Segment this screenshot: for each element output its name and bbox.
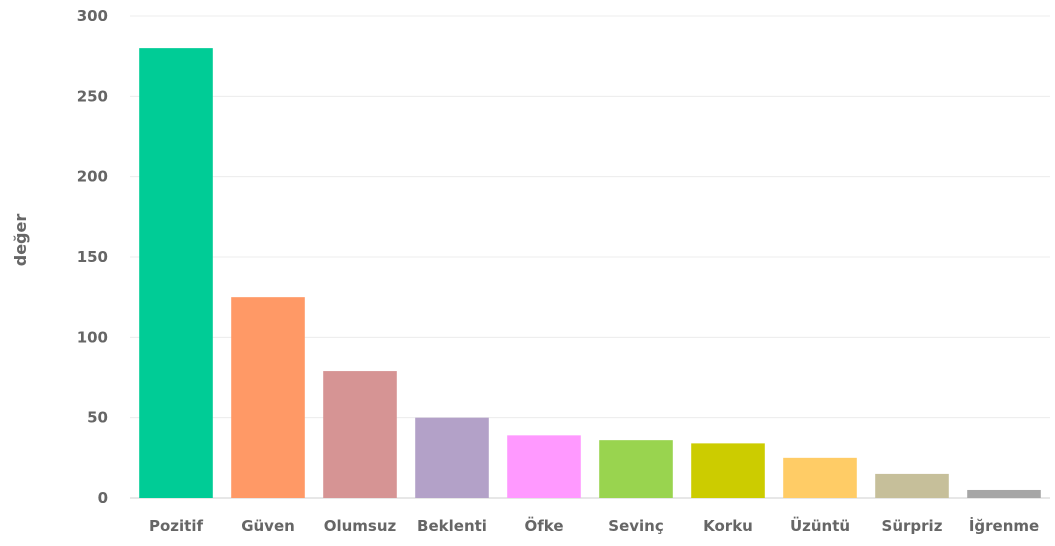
x-tick-label: Öfke — [524, 516, 563, 535]
x-axis-ticks: Pozitif Güven Olumsuz Beklenti Öfke Sevinç Kor… — [149, 516, 1039, 535]
x-tick-label: Sürpriz — [882, 517, 943, 535]
y-axis-label: değer — [11, 214, 30, 267]
bar-9 — [967, 489, 1041, 498]
y-tick-label: 0 — [98, 489, 108, 507]
y-tick-label: 100 — [77, 328, 108, 346]
bars — [139, 48, 1041, 499]
bar-3 — [415, 417, 489, 498]
x-tick-label: Pozitif — [149, 517, 203, 535]
y-tick-label: 200 — [77, 168, 108, 186]
x-tick-label: Üzüntü — [790, 516, 850, 535]
bar-8 — [875, 473, 949, 498]
x-tick-label: Beklenti — [417, 517, 487, 535]
y-tick-label: 150 — [77, 248, 108, 266]
y-tick-label: 250 — [77, 87, 108, 105]
y-axis-ticks: 0 50 100 150 200 250 300 — [77, 7, 108, 507]
x-tick-label: Sevinç — [608, 517, 663, 535]
bar-1 — [231, 297, 305, 498]
x-tick-label: Olumsuz — [324, 517, 397, 535]
bar-0 — [139, 48, 213, 499]
x-tick-label: Güven — [241, 517, 295, 535]
x-tick-label: İğrenme — [969, 516, 1039, 535]
y-tick-label: 50 — [87, 409, 108, 427]
bar-4 — [507, 435, 581, 498]
y-tick-label: 300 — [77, 7, 108, 25]
bar-5 — [599, 440, 673, 498]
bar-2 — [323, 371, 397, 498]
x-tick-label: Korku — [703, 517, 753, 535]
bar-7 — [783, 457, 857, 498]
bar-6 — [691, 443, 765, 498]
